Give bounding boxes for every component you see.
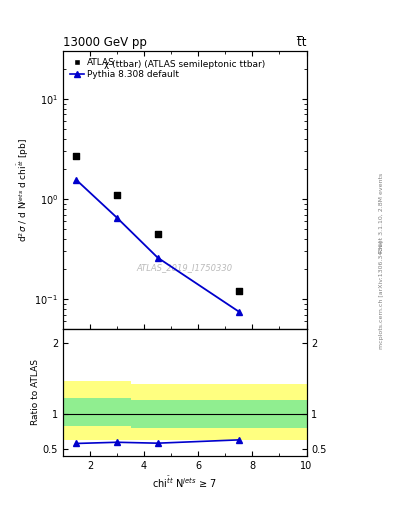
Pythia 8.308 default bbox=[237, 309, 241, 315]
ATLAS bbox=[154, 230, 161, 238]
Y-axis label: Ratio to ATLAS: Ratio to ATLAS bbox=[31, 359, 40, 425]
Pythia 8.308 default bbox=[74, 177, 79, 183]
Text: 13000 GeV pp: 13000 GeV pp bbox=[63, 36, 147, 49]
Legend: ATLAS, Pythia 8.308 default: ATLAS, Pythia 8.308 default bbox=[67, 56, 182, 82]
Text: ATLAS_2019_I1750330: ATLAS_2019_I1750330 bbox=[137, 264, 233, 272]
ATLAS bbox=[114, 191, 120, 199]
Text: χ (ttbar) (ATLAS semileptonic ttbar): χ (ttbar) (ATLAS semileptonic ttbar) bbox=[104, 59, 265, 69]
X-axis label: chi$^{\bar{t}t}$ N$^{jets}$ ≥ 7: chi$^{\bar{t}t}$ N$^{jets}$ ≥ 7 bbox=[152, 475, 217, 490]
Text: t̅t: t̅t bbox=[297, 36, 307, 49]
ATLAS bbox=[73, 152, 79, 160]
Pythia 8.308 default bbox=[155, 254, 160, 261]
ATLAS bbox=[236, 287, 242, 295]
Line: Pythia 8.308 default: Pythia 8.308 default bbox=[73, 177, 242, 315]
Y-axis label: d$^{2}\sigma$ / d N$^{jets}$ d chi$^{\bar{t}t}$ [pb]: d$^{2}\sigma$ / d N$^{jets}$ d chi$^{\ba… bbox=[16, 138, 31, 242]
Text: mcplots.cern.ch [arXiv:1306.3436]: mcplots.cern.ch [arXiv:1306.3436] bbox=[379, 240, 384, 349]
Pythia 8.308 default bbox=[115, 215, 119, 221]
Text: Rivet 3.1.10, 2.8M events: Rivet 3.1.10, 2.8M events bbox=[379, 173, 384, 252]
